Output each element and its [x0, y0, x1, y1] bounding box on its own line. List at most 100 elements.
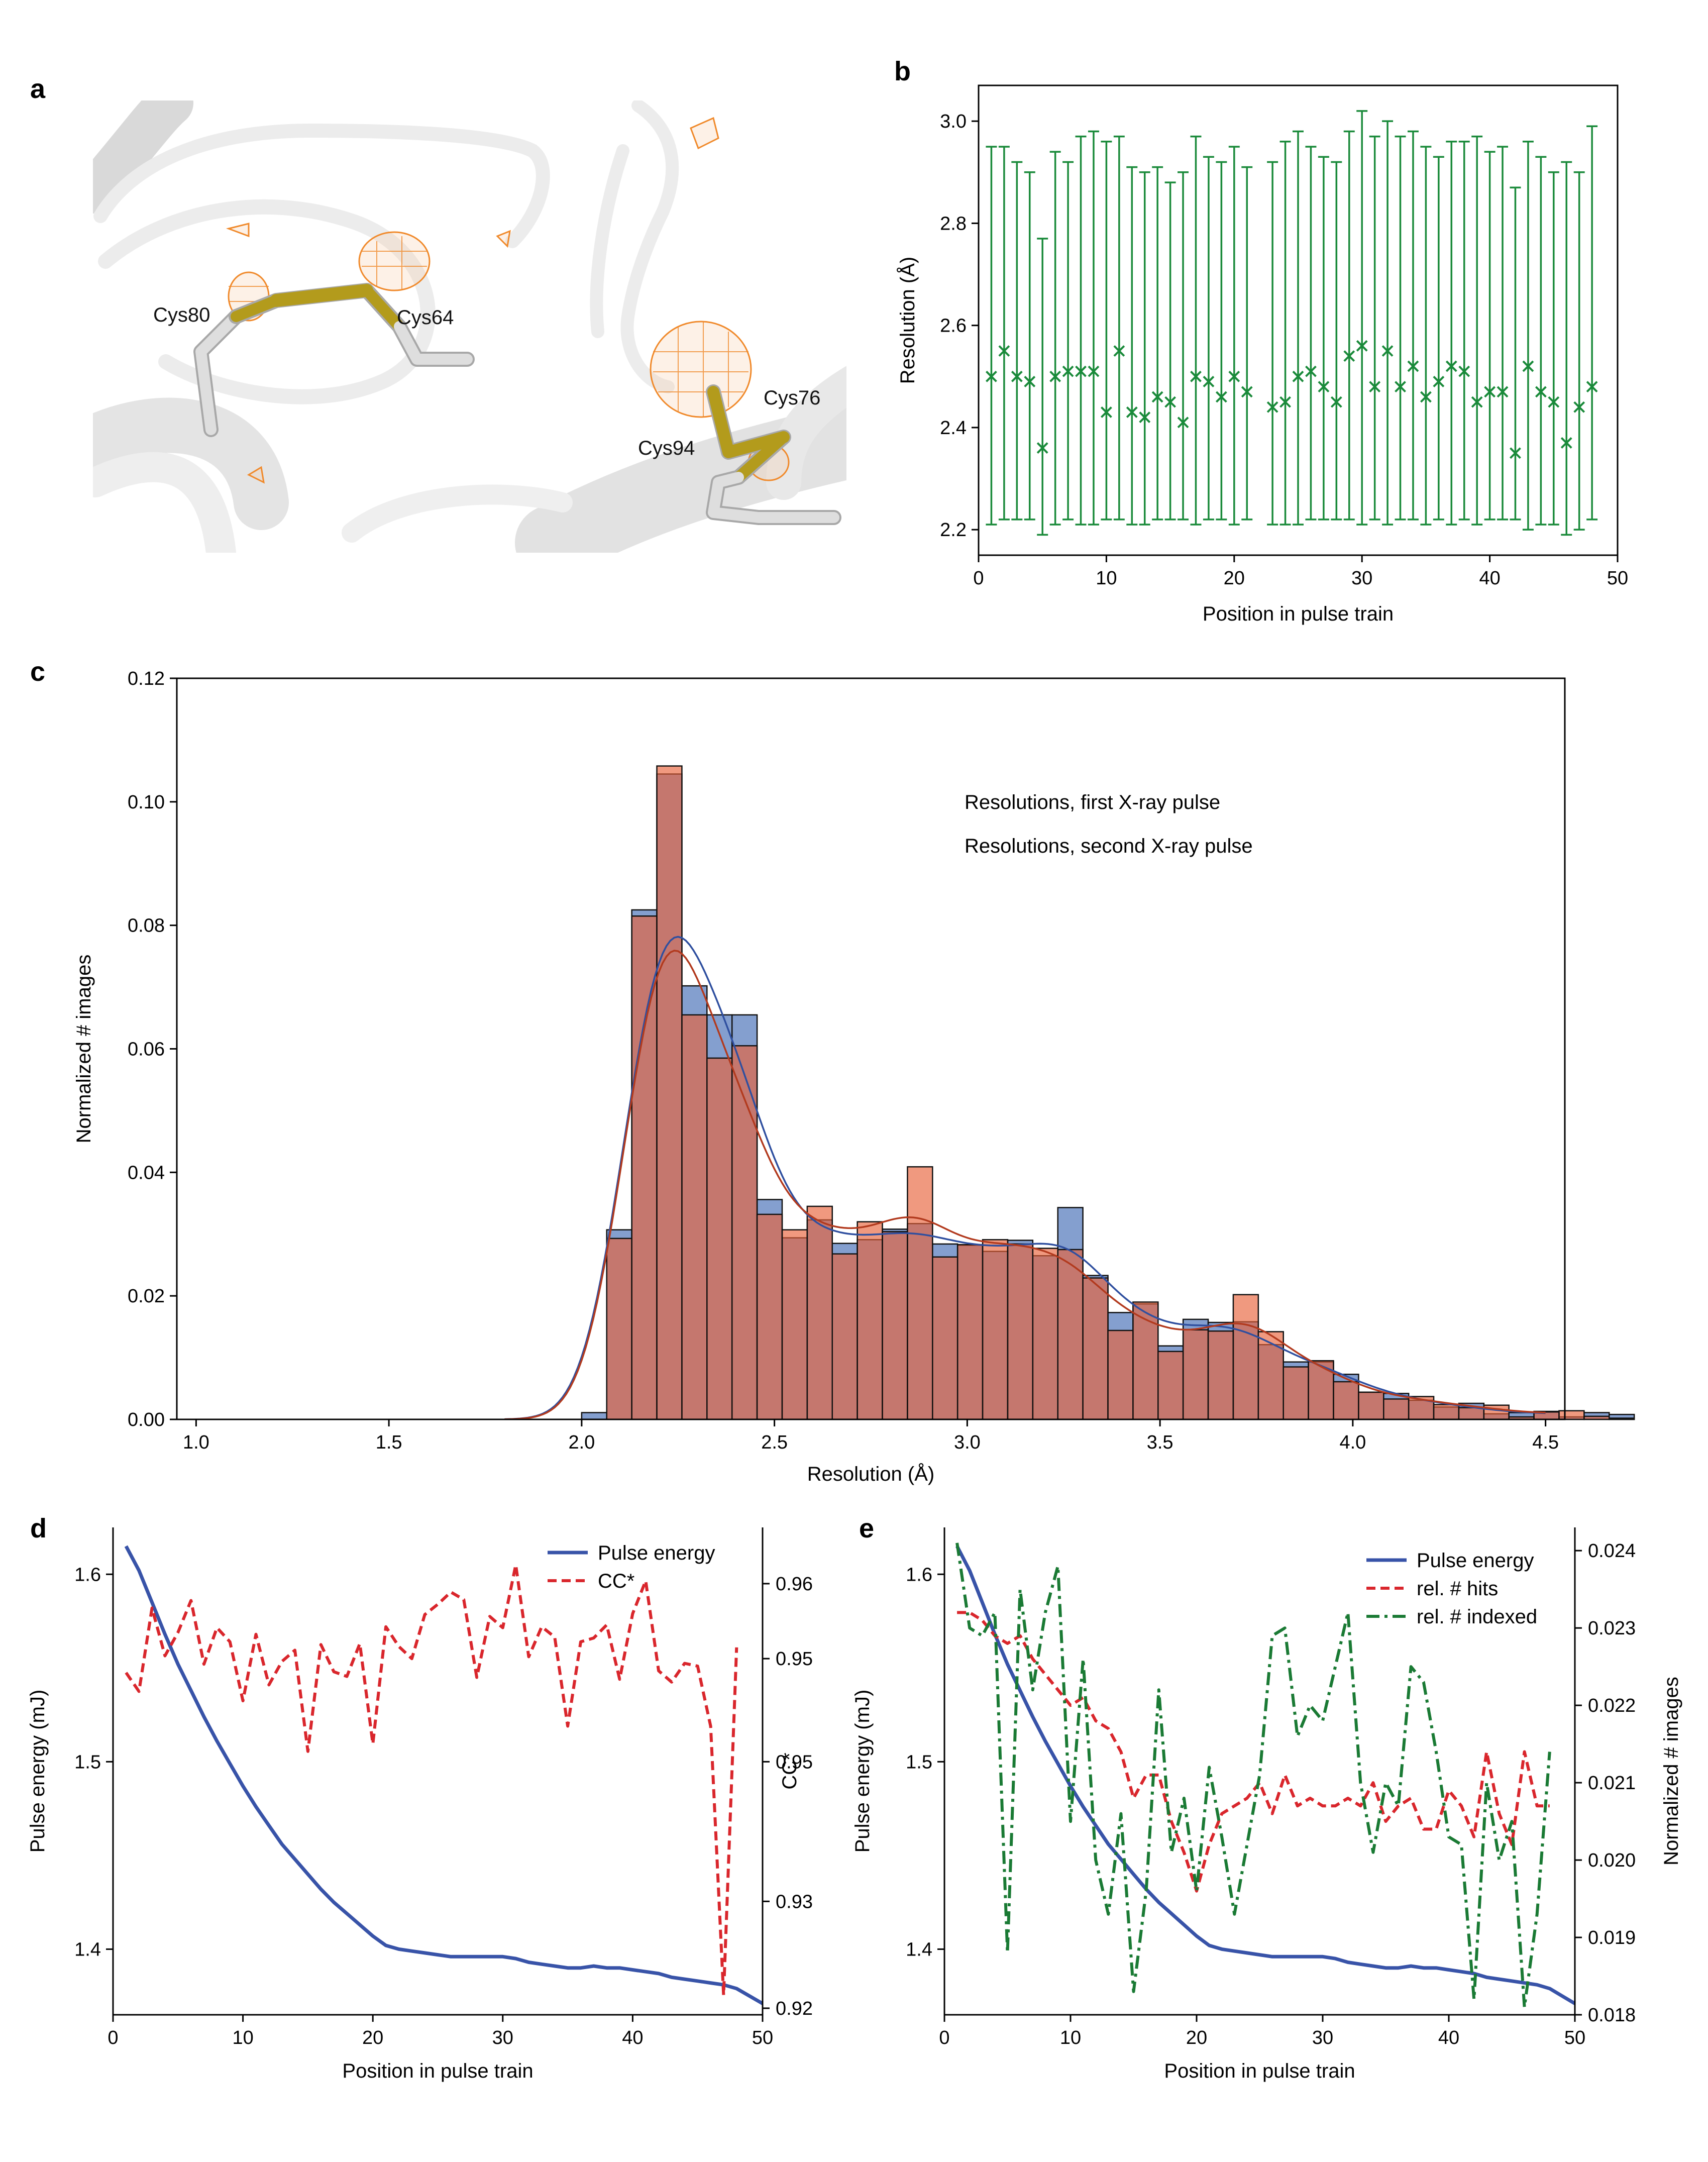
plot-frame: [978, 84, 1619, 556]
x-tick-label: 10: [232, 2027, 253, 2048]
data-point: [1548, 396, 1560, 408]
hist-bar-second-pulse: [1057, 1249, 1084, 1420]
series-line-rel-indexed: [955, 1542, 1551, 2009]
hist-bar-second-pulse: [1132, 1301, 1159, 1420]
x-tick-label: 0: [939, 2027, 949, 2048]
y-tick-label: 0.08: [128, 915, 165, 937]
hist-bar-second-pulse: [1308, 1360, 1334, 1420]
hist-bar-second-pulse: [1182, 1329, 1209, 1420]
hist-bar-second-pulse: [1257, 1331, 1284, 1420]
hist-bar-second-pulse: [956, 1244, 984, 1420]
data-point: [1266, 401, 1278, 413]
residue-label-cys64: Cys64: [397, 306, 454, 329]
data-point: [1510, 447, 1521, 459]
data-point: [1420, 391, 1432, 403]
hist-bar-second-pulse: [1558, 1410, 1585, 1420]
x-tick-label: 30: [492, 2027, 513, 2048]
data-point: [1484, 386, 1496, 398]
hist-bar-first-pulse: [581, 1412, 608, 1420]
hist-bar-second-pulse: [1032, 1248, 1058, 1420]
data-point: [1190, 370, 1202, 382]
data-point: [1356, 340, 1368, 352]
x-tick-label: 3.5: [1147, 1432, 1173, 1453]
legend-entry: rel. # indexed: [1417, 1606, 1537, 1628]
data-point: [1535, 386, 1547, 398]
data-point: [1318, 381, 1330, 393]
data-point: [986, 370, 997, 382]
data-point: [1305, 365, 1317, 377]
data-point: [1203, 376, 1215, 387]
hist-bar-second-pulse: [1458, 1407, 1485, 1420]
y-tick-label: 1.6: [906, 1564, 932, 1585]
hist-bar-second-pulse: [781, 1229, 808, 1420]
chart-resolution-vs-position: 0 10 20 30 40 50 2.2 2.4 2.6 2.8 3.0 Position in pu…: [896, 84, 1628, 625]
data-point: [1088, 365, 1100, 377]
y2-tick-label: 0.95: [776, 1649, 813, 1670]
y-tick-label: 1.5: [74, 1752, 101, 1773]
y-tick-label: 0.06: [128, 1039, 165, 1060]
data-point: [1024, 376, 1036, 387]
data-point: [1497, 386, 1509, 398]
hist-bar-second-pulse: [706, 1057, 733, 1420]
data-point: [1113, 345, 1125, 357]
density-curve-second-pulse: [504, 950, 1546, 1420]
x-tick-label: 10: [1060, 2027, 1081, 2048]
residue-label-cys80: Cys80: [153, 304, 210, 326]
x-tick-label: 40: [1479, 568, 1500, 589]
y-axis-label: Resolution (Å): [896, 257, 919, 384]
hist-bar-second-pulse: [681, 1014, 708, 1420]
data-point: [1560, 437, 1572, 449]
hist-bar-second-pulse: [1609, 1417, 1635, 1420]
hist-bar-second-pulse: [857, 1221, 883, 1420]
data-point: [1126, 406, 1138, 418]
data-point: [1011, 370, 1023, 382]
y2-tick-label: 0.018: [1588, 2005, 1636, 2026]
data-point: [1100, 406, 1112, 418]
x-axis-label: Resolution (Å): [807, 1463, 934, 1485]
x-axis-label: Position in pulse train: [1164, 2060, 1355, 2082]
y-tick-label: 0.00: [128, 1409, 165, 1430]
data-point: [1395, 381, 1406, 393]
hist-bar-second-pulse: [932, 1256, 958, 1420]
legend-entry: Pulse energy: [1417, 1550, 1534, 1572]
x-tick-label: 0: [108, 2027, 118, 2048]
x-tick-label: 20: [1224, 568, 1245, 589]
panel-label-a: a: [30, 74, 46, 104]
hist-bar-second-pulse: [756, 1213, 783, 1420]
y-axis-label: Normalized # images: [73, 955, 95, 1144]
y-tick-label: 1.5: [906, 1752, 932, 1773]
legend-entry-second-pulse: Resolutions, second X-ray pulse: [965, 835, 1253, 857]
y2-tick-label: 0.020: [1588, 1850, 1636, 1871]
y-tick-label: 2.8: [940, 213, 967, 234]
x-tick-label: 0: [973, 568, 984, 589]
data-point: [1279, 396, 1291, 408]
y2-tick-label: 0.93: [776, 1891, 813, 1912]
y-axis-label: Pulse energy (mJ): [27, 1690, 49, 1853]
x-tick-label: 1.5: [376, 1432, 402, 1453]
x-tick-label: 4.5: [1532, 1432, 1559, 1453]
x-tick-label: 30: [1312, 2027, 1333, 2048]
data-point: [1586, 381, 1598, 393]
x-tick-label: 4.0: [1339, 1432, 1366, 1453]
data-point: [998, 345, 1010, 357]
hist-bar-second-pulse: [1358, 1391, 1384, 1420]
hist-bar-second-pulse: [1283, 1366, 1309, 1420]
data-point: [1049, 370, 1061, 382]
data-point: [1062, 365, 1074, 377]
y-tick-label: 2.6: [940, 316, 967, 337]
y-tick-label: 1.4: [906, 1939, 932, 1960]
x-tick-label: 30: [1351, 568, 1372, 589]
disulfide-structure-image: Cys80 Cys64 Cys76 Cys94: [93, 100, 846, 553]
x-tick-label: 40: [622, 2027, 643, 2048]
x-tick-label: 3.0: [954, 1432, 981, 1453]
data-point: [1381, 345, 1394, 357]
data-point: [1215, 391, 1227, 403]
x-tick-label: 50: [1607, 568, 1628, 589]
hist-bar-second-pulse: [606, 1238, 632, 1420]
data-point: [1330, 396, 1342, 408]
hist-bar-second-pulse: [882, 1231, 908, 1420]
legend-entry-first-pulse: Resolutions, first X-ray pulse: [965, 791, 1220, 813]
hist-bar-second-pulse: [1082, 1277, 1109, 1420]
chart-pulse-energy-hits: 0 10 20 30 40 50 1.4 1.5 1.6 0.018 0.019 0.020 0.021…: [851, 1527, 1682, 2082]
y-tick-label: 2.4: [940, 418, 967, 439]
